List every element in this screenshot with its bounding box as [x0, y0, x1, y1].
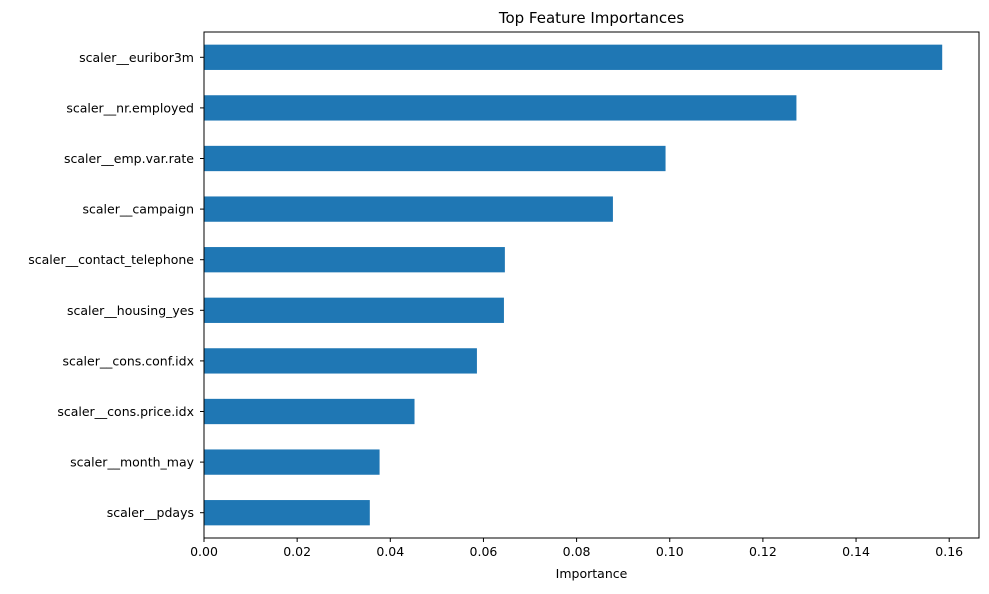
- x-axis-ticks: 0.00 0.02 0.04 0.06 0.08 0.10 0.12 0.14 0.16: [190, 538, 963, 559]
- bar-scaler-cons-conf-idx: [204, 348, 477, 374]
- y-axis-ticks: scaler__euribor3m scaler__nr.employedscal…: [28, 50, 204, 520]
- y-tick-label-scaler-contact-telephone: scaler__contact_telephone: [28, 252, 194, 267]
- y-tick-label-scaler-housing-yes: scaler__housing_yes: [67, 303, 194, 318]
- bar-scaler-pdays: [204, 500, 370, 526]
- bar-scaler-cons-price-idx: [204, 398, 415, 425]
- x-tick-label: 0.14: [842, 544, 870, 559]
- y-tick-label-scaler-campaign: scaler__campaign: [83, 202, 194, 217]
- bar-scaler-month-may: [204, 449, 380, 475]
- x-tick-label: 0.04: [376, 544, 404, 559]
- y-tick-label-scaler-cons-conf-idx: scaler__cons.conf.idx: [63, 353, 195, 368]
- y-tick-label-scaler-month-may: scaler__month_may: [70, 455, 195, 470]
- bar-scaler-campaign: [204, 196, 613, 222]
- y-tick-label-scaler-emp-var-rate: scaler__emp.var.rate: [64, 151, 194, 166]
- bar-scaler-contact-telephone: [204, 247, 505, 273]
- bars-group: [204, 44, 943, 526]
- bar-scaler-housing-yes: [204, 297, 504, 323]
- y-tick-label-scaler-pdays: scaler__pdays: [107, 505, 194, 520]
- y-tick-label-scaler-cons-price-idx: scaler__cons.price.idx: [57, 404, 194, 419]
- x-tick-label: 0.00: [190, 544, 218, 559]
- x-tick-label: 0.16: [935, 544, 963, 559]
- x-tick-label: 0.02: [283, 544, 311, 559]
- x-axis-label: Importance: [556, 566, 628, 581]
- x-tick-label: 0.08: [563, 544, 591, 559]
- plot-frame: [203, 31, 980, 539]
- y-tick-label-scaler-euribor3m: scaler__euribor3m: [79, 50, 194, 65]
- chart-title: Top Feature Importances: [498, 9, 684, 27]
- bar-scaler-nr-employed: [204, 95, 797, 121]
- x-tick-label: 0.06: [470, 544, 498, 559]
- bar-scaler-emp-var-rate: [204, 145, 666, 172]
- bar-scaler-euribor3m: [204, 44, 943, 70]
- x-tick-label: 0.12: [749, 544, 777, 559]
- y-tick-label-scaler-nr-employed: scaler__nr.employed: [66, 100, 194, 115]
- x-tick-label: 0.10: [656, 544, 684, 559]
